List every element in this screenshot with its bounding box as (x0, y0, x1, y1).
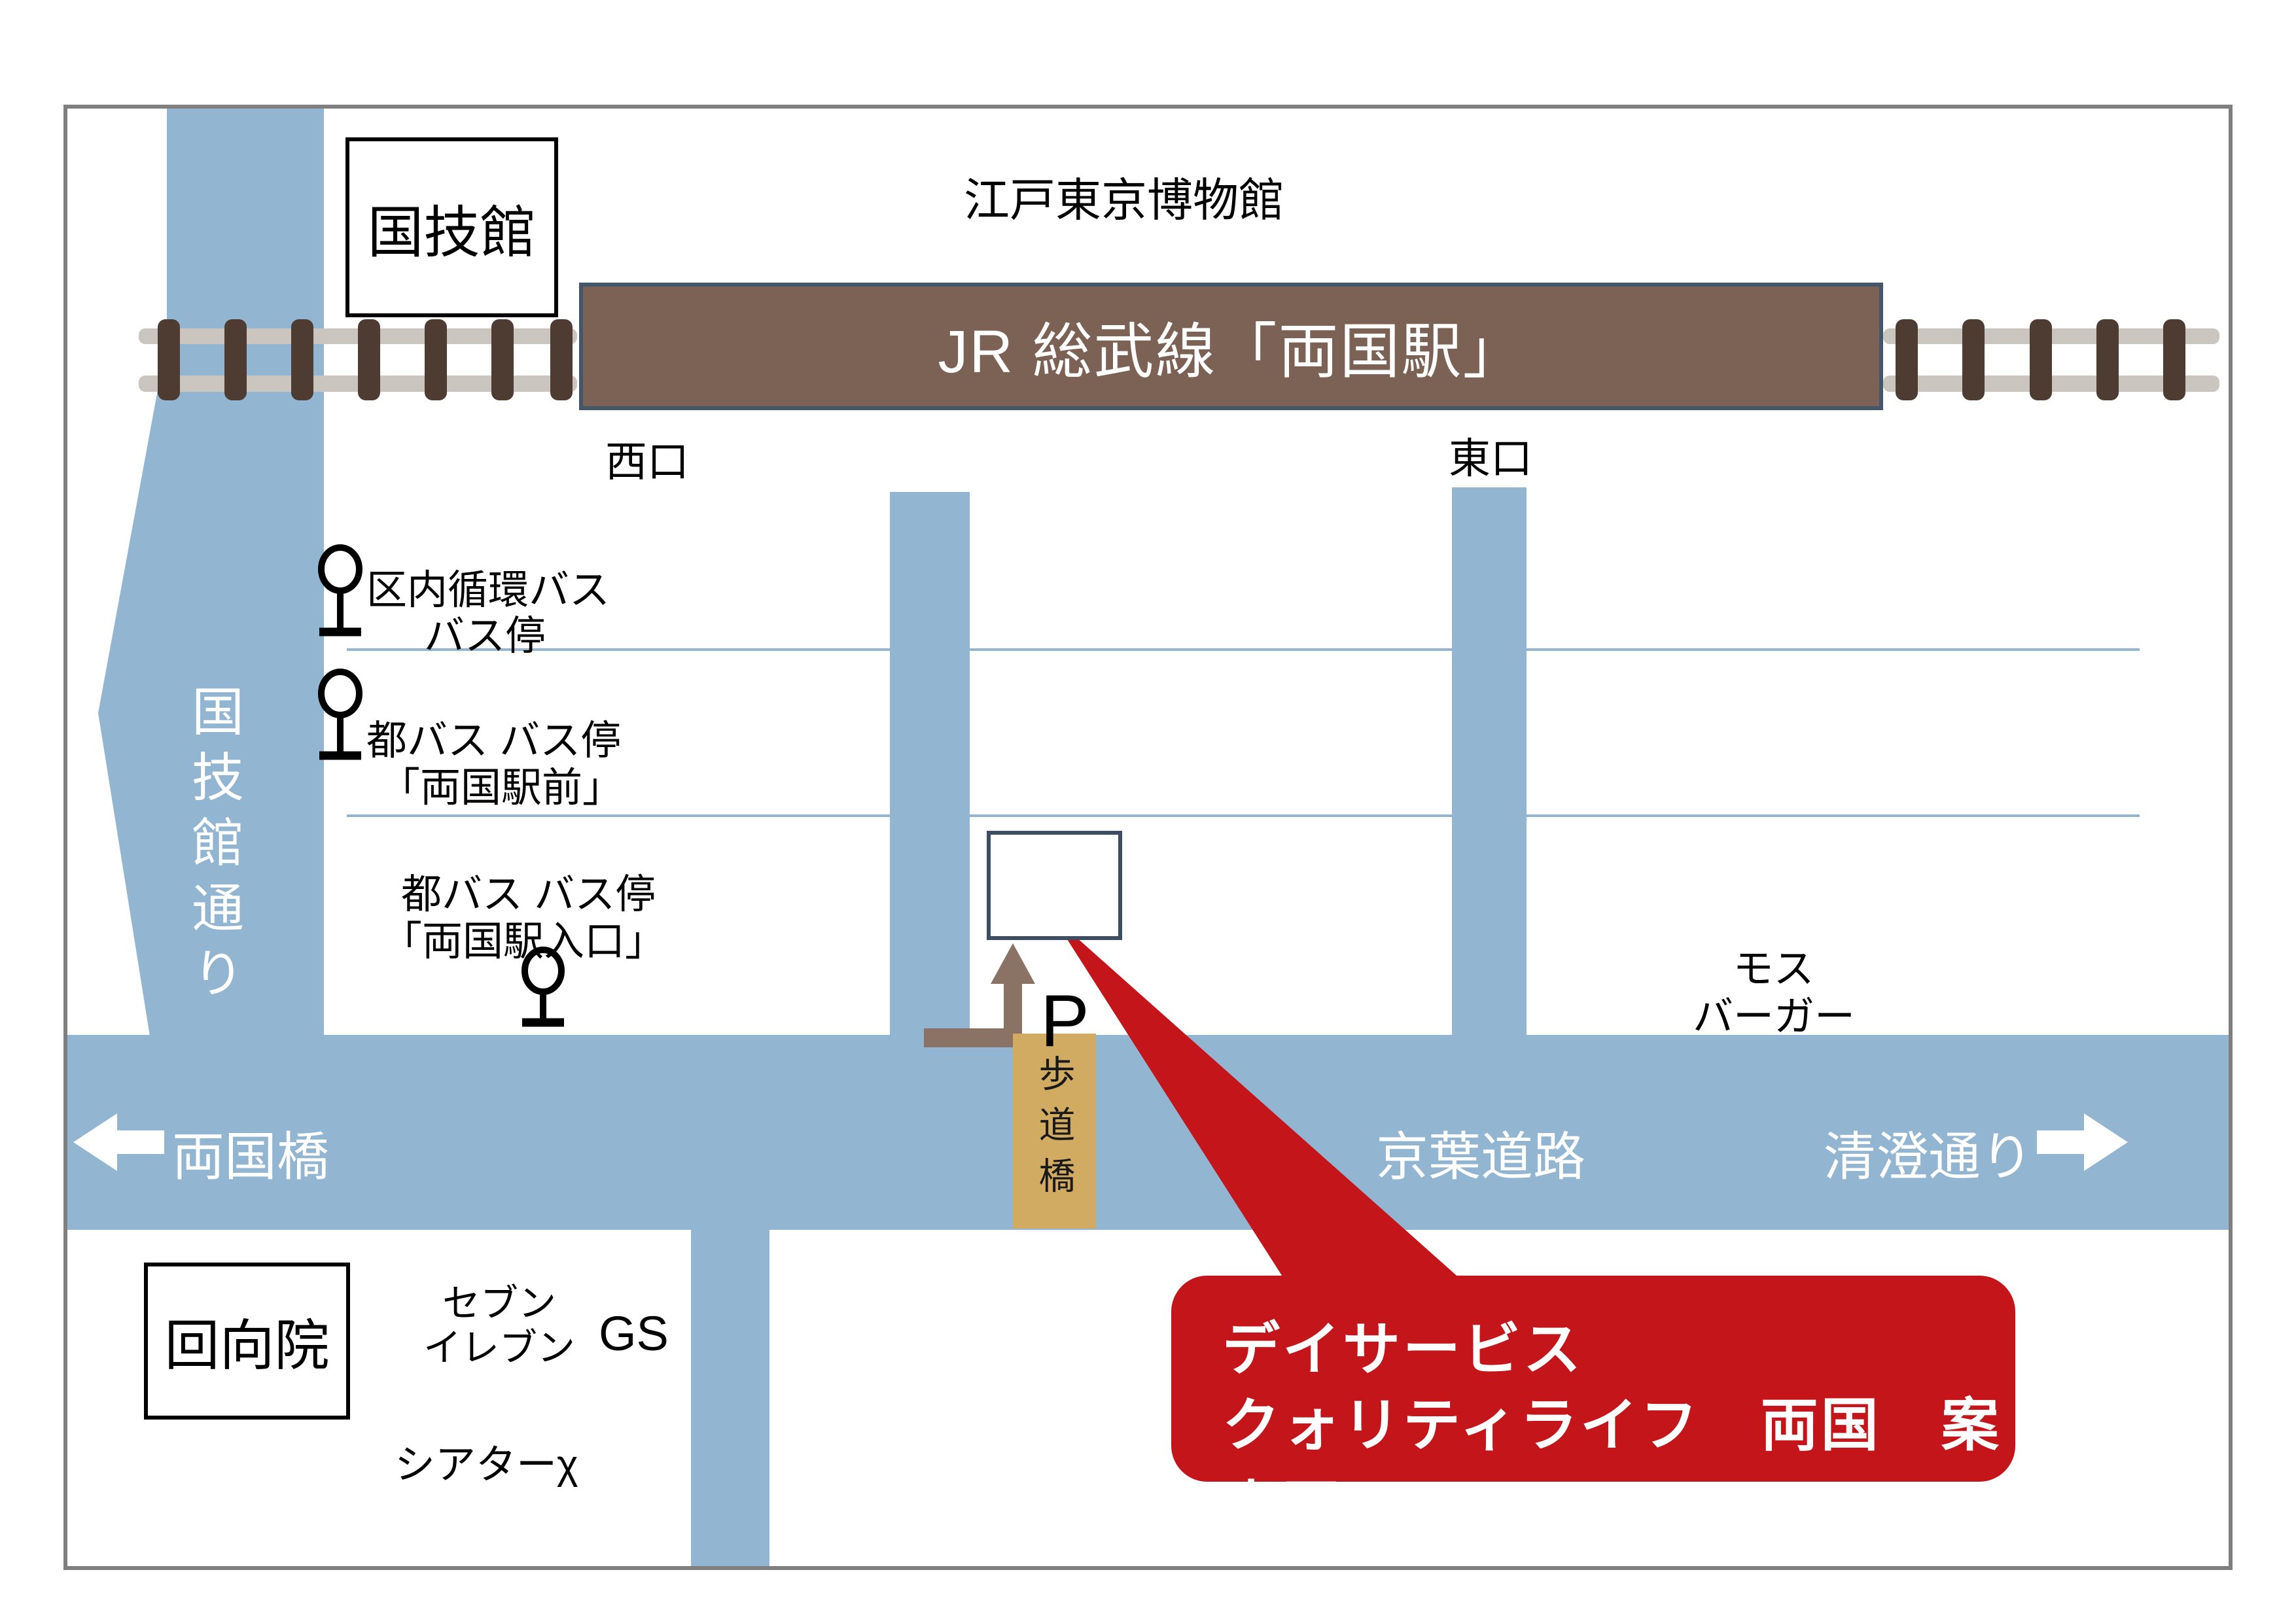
road-station-east-spur (1452, 487, 1527, 1040)
kokugikan-label: 国技館 (367, 201, 537, 264)
bus-stop-icon-2 (318, 669, 362, 760)
facility-callout: デイサービス クォリティライフ 両国 案内図 (1171, 1276, 2015, 1541)
map-shapes-overlay (73, 319, 2219, 1280)
gas-station-label: GS (599, 1306, 669, 1361)
facility-callout-line2: クォリティライフ 両国 案内図 (1222, 1393, 2002, 1541)
ryogoku-bashi-label: 両国橋 (172, 1128, 329, 1186)
railway-track-left-icon (139, 319, 577, 400)
station-label: JR 総武線「両国駅」 (938, 319, 1525, 385)
east-exit-label: 東口 (1449, 435, 1532, 482)
road-station-west-spur (890, 492, 970, 1040)
road-kokugikan-dori-lower (98, 340, 324, 1040)
seven-eleven-label-line2: イレブン (423, 1327, 575, 1369)
west-exit-label: 西口 (605, 438, 689, 485)
road-kokugikan-dori-upper (167, 109, 324, 340)
bus-stop-icon-3 (521, 947, 565, 1027)
bus-stop-icon-1 (318, 544, 362, 637)
parking-label: P (1040, 980, 1089, 1062)
bus-stop-1-line2: バス停 (424, 614, 546, 659)
map-frame: 国技館 JR 総武線「両国駅」 歩道橋 回向院 江戸東京博物館 西口 東口 区内… (63, 105, 2233, 1570)
parking-entrance-arrow-icon (924, 943, 1035, 1047)
railway-track-right-icon (1883, 319, 2219, 400)
bus-stop-2-line1: 都バス バス停 (366, 718, 622, 763)
road-keiyo-doro (67, 1035, 2229, 1230)
road-south-spur (691, 1230, 769, 1566)
seven-eleven-label-line1: セブン (442, 1282, 556, 1325)
arrow-left-ryogokubashi-icon (73, 1113, 164, 1171)
kiyosumi-dori-label: 清澄通り (1824, 1128, 2033, 1186)
pedestrian-bridge-box: 歩道橋 (1013, 1034, 1096, 1229)
theater-label: シアターχ (395, 1442, 578, 1488)
bus-stop-1-line1: 区内循環バス (366, 568, 610, 613)
kokugikan-dori-label: 国技館通り (185, 684, 243, 1011)
bus-route-line-1 (347, 648, 2140, 651)
bus-stop-2-line2: 「両国駅前」 (380, 765, 624, 811)
keiyo-doro-label: 京葉道路 (1376, 1128, 1585, 1186)
pedestrian-bridge-label: 歩道橋 (1034, 1055, 1075, 1208)
ekoin-label: 回向院 (164, 1314, 330, 1376)
edo-tokyo-museum-label: 江戸東京博物館 (964, 175, 1284, 226)
mos-burger-label-line2: バーガー (1692, 994, 1855, 1039)
ekoin-box: 回向院 (144, 1263, 350, 1420)
facility-callout-line1: デイサービス (1222, 1317, 1584, 1382)
bus-route-line-2 (347, 814, 2140, 817)
facility-marker-box (987, 831, 1122, 940)
bus-stop-3-line1: 都バス バス停 (401, 872, 656, 917)
kokugikan-box: 国技館 (345, 137, 558, 317)
bus-stop-3-line2: 「両国駅入口」 (381, 919, 666, 964)
callout-pointer-wedge (1052, 916, 1461, 1280)
mos-burger-label-line1: モス (1733, 947, 1814, 992)
station-box: JR 総武線「両国駅」 (579, 283, 1883, 410)
arrow-right-kiyosumi-icon (2037, 1113, 2128, 1171)
